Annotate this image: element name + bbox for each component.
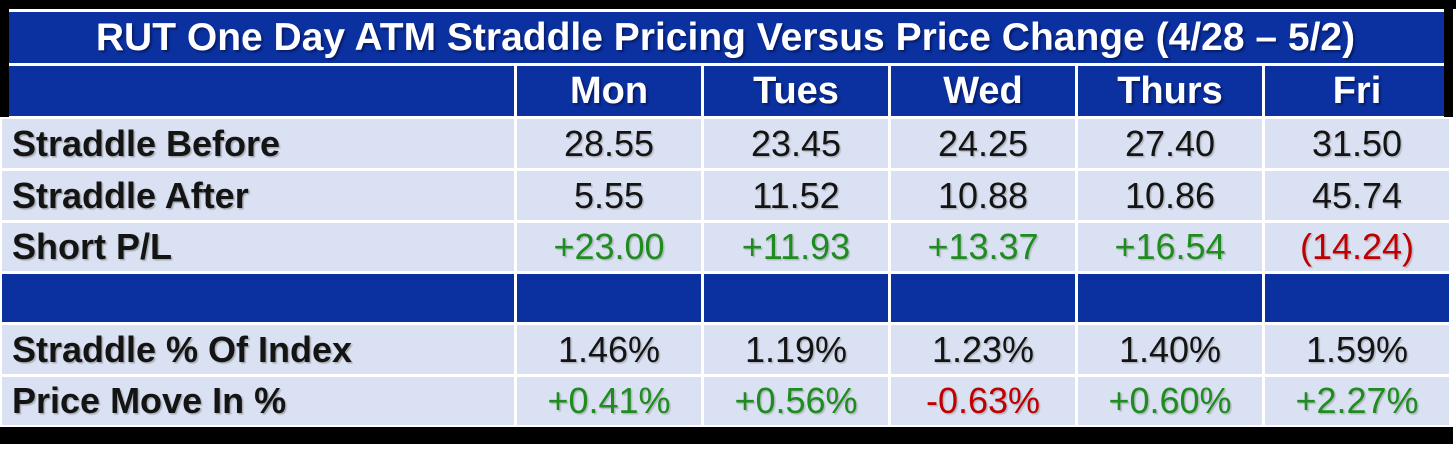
row-label-short-pl: Short P/L: [2, 223, 514, 271]
row-label-straddle-pct-of-index: Straddle % Of Index: [2, 325, 514, 374]
right-border-edge: [1444, 9, 1453, 117]
short-pl-wed: +13.37: [891, 223, 1075, 271]
price-move-thurs: +0.60%: [1078, 377, 1262, 425]
row-label-price-move-pct: Price Move In %: [2, 377, 514, 425]
column-header-fri: Fri: [1265, 66, 1449, 116]
column-header-wed: Wed: [891, 66, 1075, 116]
spacer-row-cell: [704, 274, 888, 322]
spacer-row-cell: [1265, 274, 1449, 322]
short-pl-tues: +11.93: [704, 223, 888, 271]
price-move-fri: +2.27%: [1265, 377, 1449, 425]
straddle-pct-wed: 1.23%: [891, 325, 1075, 374]
straddle-after-fri: 45.74: [1265, 171, 1449, 220]
price-move-mon: +0.41%: [517, 377, 701, 425]
row-label-straddle-before: Straddle Before: [2, 119, 514, 168]
table-title: RUT One Day ATM Straddle Pricing Versus …: [2, 12, 1449, 63]
corner-header-cell: [2, 66, 514, 116]
column-header-tues: Tues: [704, 66, 888, 116]
short-pl-mon: +23.00: [517, 223, 701, 271]
price-move-tues: +0.56%: [704, 377, 888, 425]
straddle-after-tues: 11.52: [704, 171, 888, 220]
spacer-row-cell: [517, 274, 701, 322]
straddle-pct-fri: 1.59%: [1265, 325, 1449, 374]
straddle-after-wed: 10.88: [891, 171, 1075, 220]
straddle-before-mon: 28.55: [517, 119, 701, 168]
straddle-before-fri: 31.50: [1265, 119, 1449, 168]
straddle-before-tues: 23.45: [704, 119, 888, 168]
straddle-pricing-table: RUT One Day ATM Straddle Pricing Versus …: [2, 12, 1449, 425]
straddle-before-wed: 24.25: [891, 119, 1075, 168]
straddle-pct-mon: 1.46%: [517, 325, 701, 374]
straddle-before-thurs: 27.40: [1078, 119, 1262, 168]
short-pl-fri: (14.24): [1265, 223, 1449, 271]
row-label-straddle-after: Straddle After: [2, 171, 514, 220]
short-pl-thurs: +16.54: [1078, 223, 1262, 271]
price-move-wed: -0.63%: [891, 377, 1075, 425]
straddle-after-mon: 5.55: [517, 171, 701, 220]
straddle-pct-tues: 1.19%: [704, 325, 888, 374]
left-border-edge: [0, 9, 9, 117]
straddle-pct-thurs: 1.40%: [1078, 325, 1262, 374]
column-header-mon: Mon: [517, 66, 701, 116]
top-border-bar: [0, 0, 1456, 9]
column-header-thurs: Thurs: [1078, 66, 1262, 116]
spacer-row-cell: [891, 274, 1075, 322]
straddle-after-thurs: 10.86: [1078, 171, 1262, 220]
spacer-row-cell: [2, 274, 514, 322]
spacer-row-cell: [1078, 274, 1262, 322]
bottom-border-bar: [0, 427, 1453, 444]
